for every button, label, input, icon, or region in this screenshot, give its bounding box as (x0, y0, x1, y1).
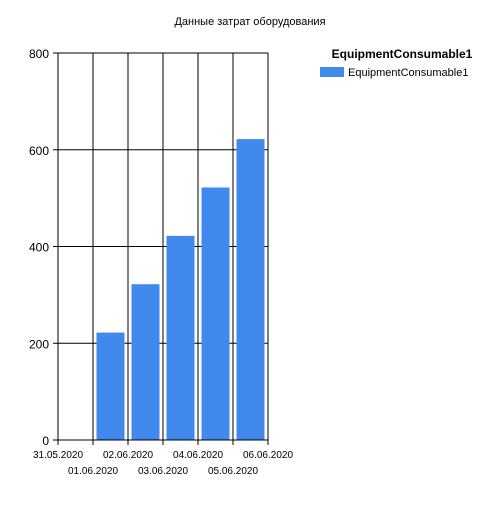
x-tick-label: 05.06.2020 (208, 466, 258, 477)
plot-area: 0 200 400 600 800 31.05.2020 01.06.2020 02.06.2… (29, 47, 293, 477)
bar (96, 332, 125, 440)
y-tick-label: 600 (29, 144, 49, 158)
legend-series-label: EquipmentConsumable1 (348, 67, 468, 79)
y-tick-label: 800 (29, 47, 49, 61)
x-tick-label: 01.06.2020 (68, 466, 118, 477)
legend: EquipmentConsumable1 EquipmentConsumable… (320, 47, 473, 79)
y-tick-label: 400 (29, 241, 49, 255)
x-tick-label: 03.06.2020 (138, 466, 188, 477)
bar (166, 235, 195, 440)
y-tick-label: 0 (42, 434, 49, 448)
bar (201, 187, 230, 440)
legend-title: EquipmentConsumable1 (332, 47, 473, 61)
x-tick-label: 31.05.2020 (33, 450, 83, 461)
bar (236, 139, 265, 441)
x-tick-label: 04.06.2020 (173, 450, 223, 461)
legend-swatch (320, 67, 344, 77)
bar (131, 284, 160, 440)
chart-title: Данные затрат оборудования (174, 16, 325, 28)
x-tick-label: 06.06.2020 (243, 450, 293, 461)
x-tick-label: 02.06.2020 (103, 450, 153, 461)
y-tick-label: 200 (29, 337, 49, 351)
